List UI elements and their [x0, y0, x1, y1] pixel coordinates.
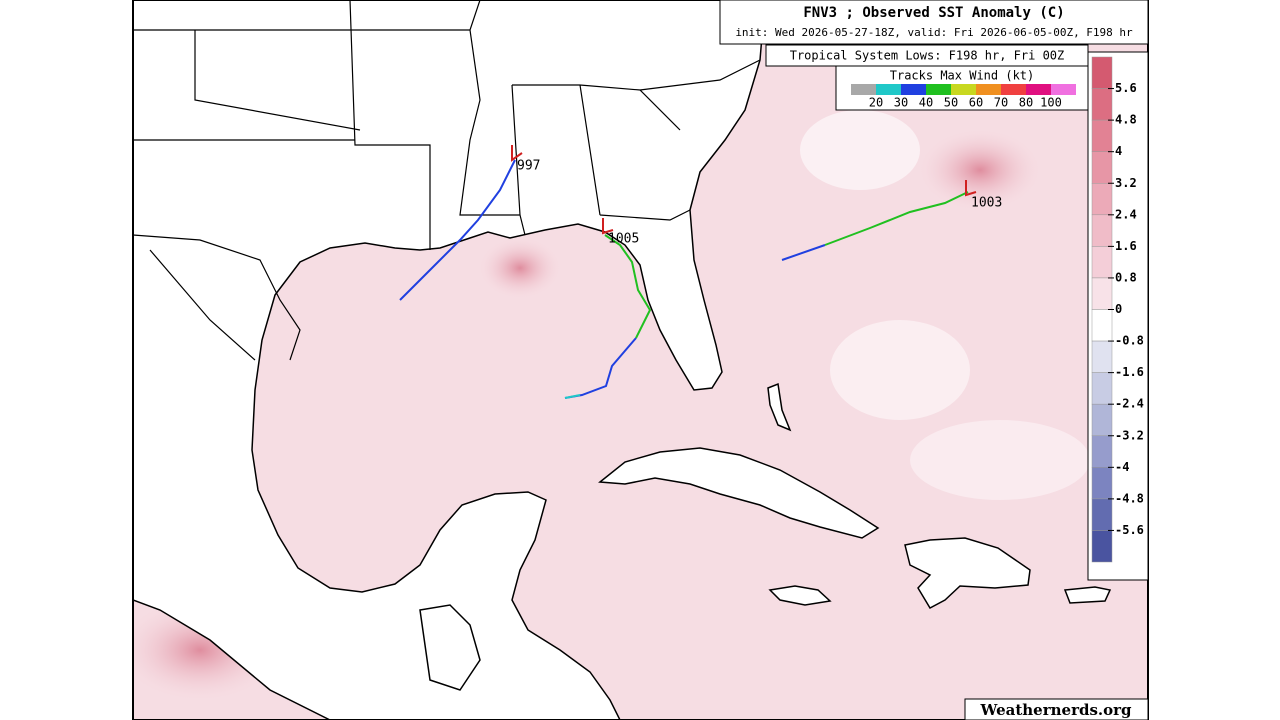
colorbar-swatch: [1091, 372, 1113, 405]
cool-spot: [800, 110, 920, 190]
wind-label: 100: [1040, 96, 1062, 110]
wind-swatch: [1001, 84, 1026, 95]
colorbar-swatch: [1091, 119, 1113, 152]
credit-box: [964, 698, 1149, 720]
tracks-legend-items: 20 30 40 50 60 70 80 100: [851, 84, 1076, 110]
colorbar-swatch: [1091, 56, 1113, 89]
wind-label: 80: [1019, 96, 1033, 110]
jamaica: [768, 585, 832, 606]
colorbar-swatch: [1091, 403, 1113, 436]
colorbar-swatch: [1091, 246, 1113, 279]
warm-spot: [480, 238, 560, 298]
low-label: 1003: [971, 196, 1002, 211]
subtitle: init: Wed 2026-05-27-18Z, valid: Fri 202…: [735, 26, 1133, 39]
wind-label: 60: [969, 96, 983, 110]
warm-spot: [920, 130, 1040, 210]
wind-label: 30: [894, 96, 908, 110]
yucatan-interior: [419, 604, 481, 691]
colorbar-label: -0.8: [1115, 334, 1144, 348]
colorbar-label: 4.8: [1115, 113, 1137, 127]
colorbar-label: -1.6: [1115, 365, 1144, 379]
map-area: [133, 0, 1148, 720]
wind-swatch: [926, 84, 951, 95]
state-border: [133, 0, 761, 361]
colorbar-label: 5.6: [1115, 81, 1137, 95]
colorbar-label: -2.4: [1115, 397, 1144, 411]
colorbar-label: 3.2: [1115, 176, 1137, 190]
wind-swatch: [1026, 84, 1051, 95]
colorbar-swatch: [1091, 435, 1113, 468]
colorbar-label: -4: [1115, 460, 1129, 474]
colorbar-label: 4: [1115, 144, 1122, 158]
colorbar-swatch: [1091, 340, 1113, 373]
colorbar: 5.6 4.8 4 3.2 2.4 1.6 0.8 0 -0.8 -1.6 -2.4 -3.2 -4 -4…: [1091, 56, 1144, 563]
wind-label: 70: [994, 96, 1008, 110]
colorbar-swatch: [1091, 151, 1113, 184]
tracks-legend-title: Tracks Max Wind (kt): [890, 69, 1035, 83]
wind-swatch: [901, 84, 926, 95]
colorbar-swatch: [1091, 530, 1113, 563]
wind-swatch: [851, 84, 876, 95]
colorbar-swatch: [1091, 214, 1113, 247]
land: [133, 0, 766, 720]
colorbar-swatch: [1091, 467, 1113, 500]
wind-swatch: [876, 84, 901, 95]
cool-spot: [830, 320, 970, 420]
wind-label: 20: [869, 96, 883, 110]
storm-track: [399, 159, 516, 301]
colorbar-label: 0: [1115, 302, 1122, 316]
storm-track: [781, 244, 826, 261]
low-label: 1005: [608, 232, 639, 247]
cuba: [598, 447, 880, 539]
colorbar-label: -5.6: [1115, 523, 1144, 537]
storm-track: [824, 191, 969, 246]
colorbar-label: -3.2: [1115, 428, 1144, 442]
storm-track: [564, 394, 581, 399]
credit: Weathernerds.org: [979, 701, 1132, 719]
low-label: 997: [517, 159, 540, 174]
wind-label: 40: [919, 96, 933, 110]
lows-title: Tropical System Lows: F198 hr, Fri 00Z: [790, 49, 1065, 63]
low-marker: [511, 145, 977, 235]
storm-track: [604, 234, 652, 339]
cool-spot: [910, 420, 1090, 500]
wind-swatch: [976, 84, 1001, 95]
colorbar-swatch: [1091, 88, 1113, 121]
puerto-rico: [1063, 586, 1112, 604]
header-box: [719, 0, 1149, 45]
wind-swatch: [951, 84, 976, 95]
colorbar-swatch: [1091, 498, 1113, 531]
colorbar-swatch: [1091, 183, 1113, 216]
colorbar-label: 1.6: [1115, 239, 1137, 253]
wind-label: 50: [944, 96, 958, 110]
colorbar-label: 2.4: [1115, 207, 1137, 221]
title: FNV3 ; Observed SST Anomaly (C): [803, 5, 1064, 21]
bahamas: [767, 382, 792, 432]
wind-swatch: [1051, 84, 1076, 95]
colorbar-label: -4.8: [1115, 491, 1144, 505]
colorbar-label: 0.8: [1115, 270, 1137, 284]
colorbar-swatch: [1091, 309, 1113, 342]
hispaniola: [904, 537, 1031, 609]
colorbar-swatch: [1091, 277, 1113, 310]
